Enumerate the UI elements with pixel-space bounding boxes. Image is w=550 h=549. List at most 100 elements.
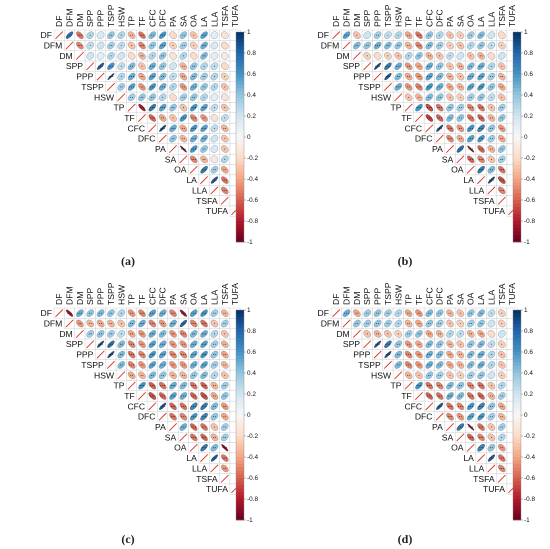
- significance-marker: [437, 405, 439, 407]
- colorbar-segment: [236, 502, 244, 507]
- significance-marker: [409, 323, 410, 324]
- correlation-ellipse: [148, 31, 157, 39]
- significance-marker: [478, 405, 480, 407]
- diagonal-mark: [86, 340, 95, 349]
- significance-marker: [77, 34, 79, 36]
- row-label: DFM: [321, 41, 340, 51]
- correlation-ellipse: [477, 93, 485, 102]
- significance-marker: [482, 117, 484, 119]
- colorbar-segment: [236, 453, 244, 458]
- significance-marker: [204, 117, 206, 119]
- column-label: TUFA: [230, 283, 240, 305]
- colorbar-segment: [236, 355, 244, 360]
- row-label: DF: [41, 308, 52, 318]
- significance-marker: [194, 96, 196, 98]
- colorbar-segment: [236, 217, 244, 222]
- significance-marker: [160, 45, 162, 46]
- colorbar-segment: [513, 502, 521, 507]
- correlation-ellipse: [497, 443, 506, 452]
- correlation-ellipse: [363, 41, 372, 50]
- colorbar-segment: [513, 362, 521, 367]
- colorbar-segment: [236, 380, 244, 384]
- colorbar-segment: [236, 221, 244, 225]
- significance-marker: [439, 117, 441, 119]
- significance-marker: [419, 312, 421, 314]
- significance-marker: [223, 467, 225, 469]
- column-label: DF: [331, 294, 341, 305]
- row-label: HSW: [371, 92, 392, 102]
- significance-marker: [80, 323, 82, 324]
- colorbar-segment: [236, 179, 244, 183]
- colorbar-segment: [236, 422, 244, 426]
- significance-marker: [430, 364, 432, 366]
- significance-marker: [429, 312, 431, 314]
- significance-marker: [194, 333, 196, 335]
- row-label: HSW: [94, 92, 115, 102]
- significance-marker: [164, 107, 165, 109]
- significance-marker: [347, 34, 349, 36]
- significance-marker: [142, 364, 144, 366]
- colorbar-segment: [236, 151, 244, 155]
- significance-marker: [441, 385, 442, 387]
- significance-marker: [389, 343, 391, 345]
- significance-marker: [140, 76, 142, 78]
- colorbar-segment: [236, 457, 244, 461]
- correlation-ellipse: [220, 340, 229, 349]
- significance-marker: [397, 55, 399, 57]
- significance-marker: [396, 65, 397, 67]
- significance-marker: [409, 45, 410, 46]
- significance-marker: [501, 45, 503, 46]
- significance-marker: [131, 364, 133, 366]
- colorbar-tick-label: 1: [247, 307, 251, 314]
- significance-marker: [131, 354, 133, 356]
- significance-marker: [482, 86, 484, 88]
- significance-marker: [182, 333, 184, 335]
- significance-marker: [448, 364, 450, 366]
- significance-marker: [162, 45, 164, 46]
- significance-marker: [201, 343, 203, 345]
- correlation-ellipse: [425, 319, 434, 328]
- diagonal-mark: [446, 423, 455, 432]
- column-label: DM: [352, 292, 362, 305]
- column-label: HSW: [393, 284, 403, 305]
- significance-marker: [502, 395, 504, 397]
- correlation-ellipse: [435, 361, 444, 369]
- colorbar-segment: [513, 453, 521, 458]
- significance-marker: [407, 323, 409, 324]
- significance-marker: [449, 405, 451, 407]
- colorbar-segment: [513, 35, 521, 40]
- significance-marker: [223, 385, 225, 387]
- significance-marker: [214, 312, 216, 314]
- significance-marker: [193, 405, 195, 407]
- significance-marker: [499, 189, 501, 191]
- significance-marker: [130, 312, 132, 314]
- significance-marker: [224, 189, 226, 191]
- significance-marker: [450, 343, 452, 345]
- correlation-ellipse: [497, 155, 506, 164]
- significance-marker: [396, 364, 398, 366]
- significance-marker: [201, 426, 203, 428]
- significance-marker: [491, 117, 493, 119]
- significance-marker: [202, 55, 204, 57]
- diagonal-mark: [189, 443, 198, 452]
- colorbar-segment: [236, 334, 244, 339]
- colorbar-segment: [513, 331, 521, 335]
- significance-marker: [355, 323, 357, 324]
- correlation-ellipse: [363, 309, 372, 317]
- significance-marker: [500, 447, 502, 449]
- correlation-ellipse: [435, 93, 444, 102]
- significance-marker: [419, 65, 421, 67]
- correlation-ellipse: [404, 371, 413, 380]
- correlation-ellipse: [189, 52, 198, 60]
- significance-marker: [173, 364, 175, 366]
- significance-marker: [501, 169, 503, 171]
- significance-marker: [357, 323, 359, 324]
- significance-marker: [213, 457, 215, 459]
- significance-marker: [132, 323, 133, 324]
- colorbar-segment: [236, 186, 244, 190]
- significance-marker: [129, 354, 131, 356]
- row-label: SA: [165, 154, 177, 164]
- row-label: PPP: [353, 350, 370, 360]
- column-label: TSFA: [220, 283, 230, 305]
- significance-marker: [193, 354, 195, 356]
